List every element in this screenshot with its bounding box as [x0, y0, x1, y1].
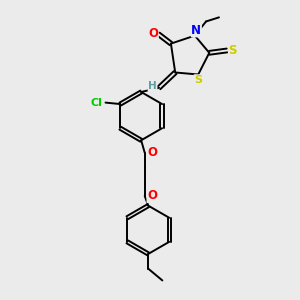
Text: O: O [148, 26, 158, 40]
Text: S: S [229, 44, 237, 57]
Text: O: O [147, 189, 157, 203]
Text: S: S [194, 75, 202, 85]
Text: N: N [191, 24, 201, 37]
Text: Cl: Cl [91, 98, 103, 108]
Text: O: O [147, 146, 157, 159]
Text: H: H [148, 81, 157, 91]
